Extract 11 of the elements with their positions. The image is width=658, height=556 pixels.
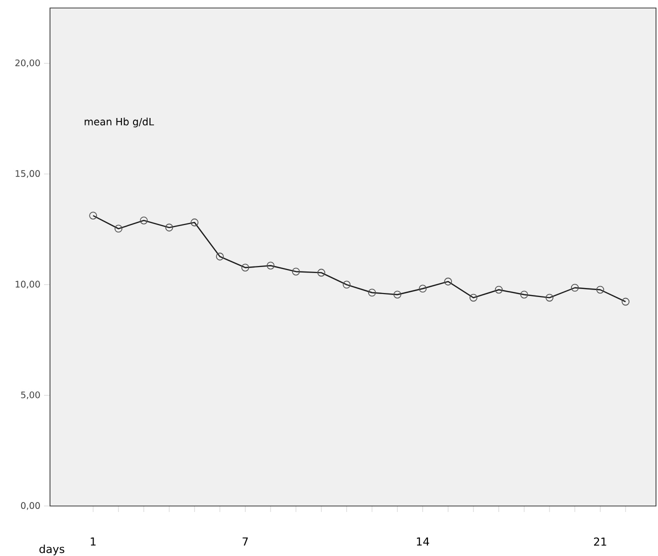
x-tick-label: 14 bbox=[416, 538, 430, 546]
y-tick-label: 10,00 bbox=[16, 280, 40, 289]
y-tick-label: 15,00 bbox=[16, 170, 40, 178]
y-tick-label: 20,00 bbox=[15, 59, 40, 68]
x-tick-label: 1 bbox=[90, 538, 96, 546]
x-tick-label: 21 bbox=[594, 538, 606, 546]
x-axis-title: days bbox=[39, 544, 64, 556]
annotation: mean Hb g/dL bbox=[84, 118, 154, 128]
y-tick-label: 0,00 bbox=[21, 502, 40, 510]
x-tick-label: 7 bbox=[242, 538, 248, 546]
y-tick-label: 5,00 bbox=[21, 391, 40, 400]
